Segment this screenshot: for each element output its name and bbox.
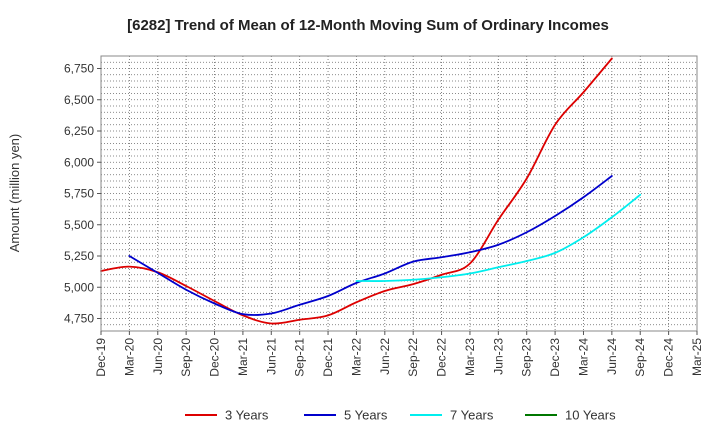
x-tick-label: Dec-23 — [548, 338, 562, 377]
x-tick-label: Dec-24 — [662, 338, 676, 377]
x-tick-label: Jun-21 — [264, 338, 278, 375]
x-axis-ticks: Dec-19 Mar-20 Jun-20 Sep-20 Dec-20 Mar-21 Jun-… — [94, 331, 704, 377]
y-axis-ticks: 4,750 5,000 5,250 5,500 5,750 6,000 6,250 6,500… — [64, 62, 101, 326]
y-tick-label: 6,750 — [64, 62, 94, 76]
legend-label-10-years: 10 Years — [565, 408, 616, 423]
x-tick-label: Sep-20 — [179, 338, 193, 377]
legend-label-7-years: 7 Years — [450, 408, 494, 423]
legend: 3 Years 5 Years 7 Years 10 Years — [185, 408, 616, 423]
x-tick-label: Jun-23 — [491, 338, 505, 375]
y-tick-label: 4,750 — [64, 312, 94, 326]
x-tick-label: Sep-21 — [293, 338, 307, 377]
y-tick-label: 5,250 — [64, 249, 94, 263]
x-tick-label: Jun-24 — [605, 338, 619, 375]
legend-label-5-years: 5 Years — [344, 408, 388, 423]
y-axis-label: Amount (million yen) — [7, 134, 22, 253]
series-lines — [100, 57, 642, 325]
legend-label-3-years: 3 Years — [225, 408, 269, 423]
x-tick-label: Mar-24 — [576, 338, 590, 376]
y-tick-label: 6,250 — [64, 124, 94, 138]
y-tick-label: 5,000 — [64, 280, 94, 294]
x-tick-label: Sep-22 — [406, 338, 420, 377]
series-line-3-years — [100, 57, 613, 325]
series-line-5-years — [128, 175, 613, 316]
x-tick-label: Mar-21 — [236, 338, 250, 376]
series-line-7-years — [355, 193, 642, 282]
x-tick-label: Sep-24 — [633, 338, 647, 377]
x-tick-label: Mar-23 — [463, 338, 477, 376]
y-tick-label: 5,500 — [64, 218, 94, 232]
x-tick-label: Jun-22 — [378, 338, 392, 375]
x-tick-label: Sep-23 — [520, 338, 534, 377]
x-tick-label: Dec-21 — [321, 338, 335, 377]
chart-title: [6282] Trend of Mean of 12-Month Moving … — [127, 17, 609, 34]
x-tick-label: Dec-20 — [208, 338, 222, 377]
x-tick-label: Dec-22 — [435, 338, 449, 377]
x-tick-label: Mar-20 — [122, 338, 136, 376]
x-tick-label: Mar-25 — [690, 338, 704, 376]
x-tick-label: Mar-22 — [349, 338, 363, 376]
grid — [101, 56, 697, 331]
x-tick-label: Dec-19 — [94, 338, 108, 377]
y-tick-label: 6,500 — [64, 93, 94, 107]
y-tick-label: 6,000 — [64, 155, 94, 169]
x-tick-label: Jun-20 — [151, 338, 165, 375]
y-tick-label: 5,750 — [64, 187, 94, 201]
